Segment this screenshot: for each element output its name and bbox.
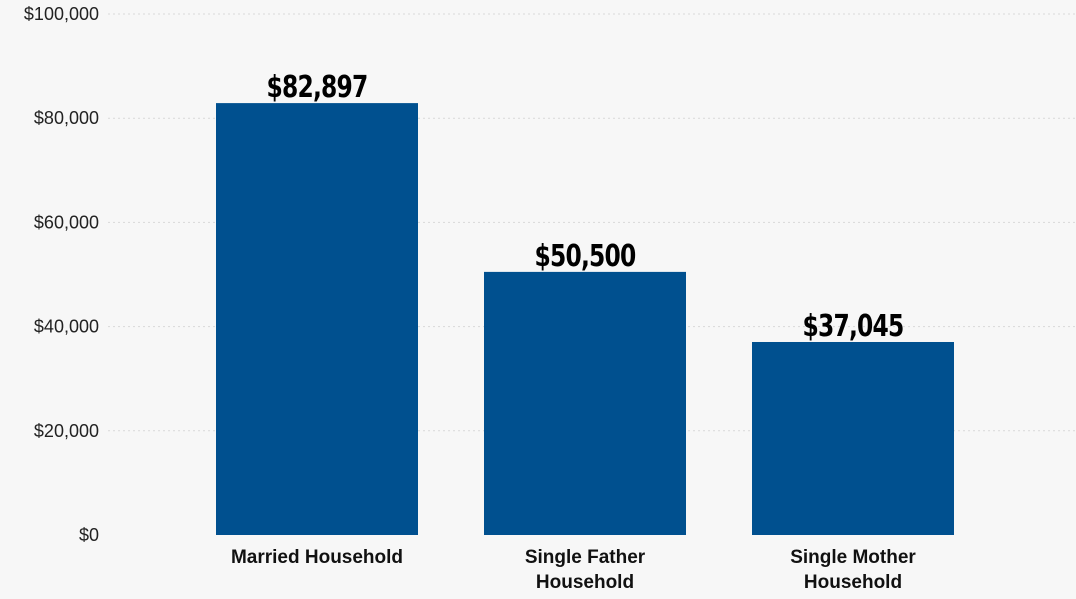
y-tick-label: $80,000 (34, 108, 99, 128)
y-tick-label: $60,000 (34, 212, 99, 232)
bar (484, 271, 686, 535)
data-label: $37,045 (802, 309, 903, 344)
y-axis: $0 $20,000 $40,000 $60,000 $80,000 $100,000 (24, 4, 99, 545)
x-category-label: Single Mother (790, 547, 916, 568)
y-tick-label: $20,000 (34, 421, 99, 441)
data-labels: $82,897 $50,500 $37,045 (266, 70, 904, 344)
y-tick-label: $100,000 (24, 4, 99, 24)
bar (752, 341, 954, 535)
y-tick-label: $40,000 (34, 317, 99, 337)
x-category-label: Married Household (231, 547, 403, 568)
y-tick-label: $0 (79, 525, 99, 545)
bars (216, 103, 954, 535)
x-category-label: Household (536, 572, 634, 593)
data-label: $82,897 (266, 70, 367, 105)
x-category-label: Single Father (525, 547, 646, 568)
x-axis: Married Household Single Father Household S… (231, 547, 916, 593)
data-label: $50,500 (534, 239, 635, 274)
x-category-label: Household (804, 572, 902, 593)
bar (216, 103, 418, 535)
